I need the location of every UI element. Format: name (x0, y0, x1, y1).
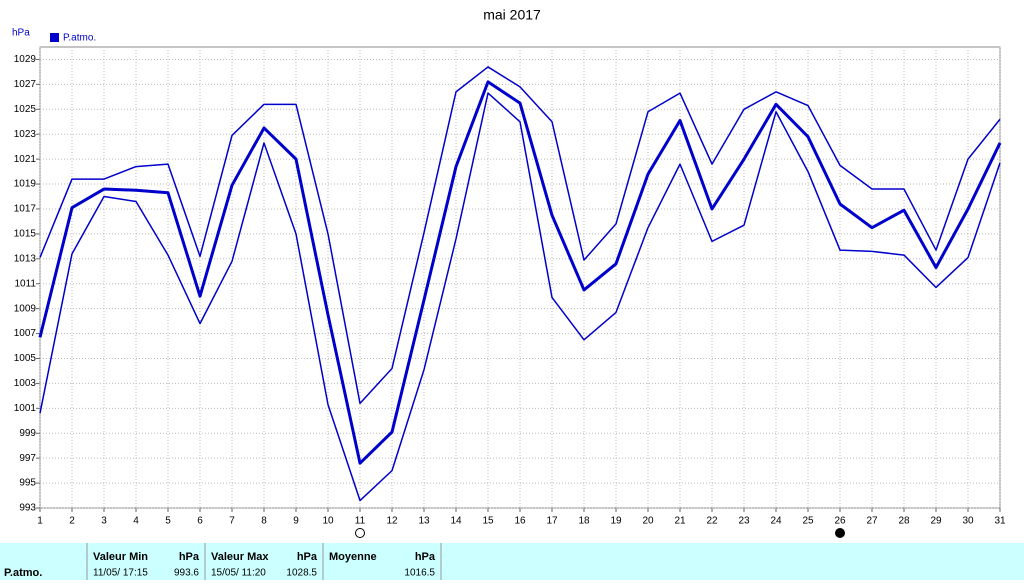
x-tick-label: 26 (834, 516, 846, 527)
y-tick-label: 1023 (14, 129, 37, 140)
footer-date: 11/05/ 17:15 (93, 568, 148, 579)
line-series (39, 92, 1001, 502)
y-tick-label: 1011 (14, 278, 36, 289)
x-tick-label: 6 (197, 516, 203, 527)
x-tick-label: 16 (514, 516, 526, 527)
x-tick-label: 28 (898, 516, 910, 527)
x-tick-label: 24 (770, 516, 782, 527)
x-tick-label: 3 (101, 516, 107, 527)
x-tick-label: 13 (418, 516, 430, 527)
line-series (39, 66, 1001, 405)
x-tick-label: 5 (165, 516, 171, 527)
x-tick-label: 19 (610, 516, 622, 527)
footer-dividers (86, 543, 442, 580)
x-tick-label: 12 (386, 516, 398, 527)
y-tick-label: 1007 (14, 328, 37, 339)
x-tick-label: 2 (69, 516, 75, 527)
footer-unit: hPa (179, 551, 200, 563)
y-axis-label: hPa (12, 28, 30, 39)
y-tick-label: 995 (19, 478, 36, 489)
y-tick-label: 1001 (14, 403, 37, 414)
x-tick-label: 10 (322, 516, 334, 527)
x-tick-label: 9 (293, 516, 299, 527)
x-tick-label: 27 (866, 516, 878, 527)
y-tick-label: 1003 (14, 378, 37, 389)
y-tick-label: 1005 (14, 353, 37, 364)
x-tick-label: 29 (930, 516, 942, 527)
footer-header: Valeur Min (93, 551, 148, 563)
footer-value: 1028.5 (286, 568, 317, 579)
x-tick-label: 30 (962, 516, 974, 527)
x-tick-label: 23 (738, 516, 750, 527)
x-tick-label: 18 (578, 516, 590, 527)
footer-background (0, 543, 1024, 580)
y-tick-label: 1017 (14, 204, 37, 215)
y-tick-label: 993 (19, 503, 36, 514)
x-tick-label: 21 (674, 516, 686, 527)
footer-unit: hPa (297, 551, 318, 563)
x-tick-label: 25 (802, 516, 814, 527)
y-tick-label: 1015 (14, 229, 37, 240)
x-tick-label: 4 (133, 516, 139, 527)
chart-title: mai 2017 (483, 7, 541, 23)
y-tick-label: 1013 (14, 253, 37, 264)
footer-header: Valeur Max (211, 551, 269, 563)
footer-value: 1016.5 (404, 568, 435, 579)
x-tick-label: 17 (546, 516, 558, 527)
x-tick-label: 22 (706, 516, 718, 527)
y-tick-label: 1025 (14, 104, 37, 115)
y-tick-label: 1029 (14, 54, 37, 65)
x-tick-label: 15 (482, 516, 494, 527)
x-tick-label: 31 (994, 516, 1006, 527)
x-tick-label: 1 (37, 516, 43, 527)
y-tick-label: 1027 (14, 79, 37, 90)
footer-row-label: P.atmo. (4, 567, 42, 579)
x-tick-label: 11 (355, 516, 366, 527)
new-moon-icon (355, 528, 365, 538)
x-tick-label: 8 (261, 516, 267, 527)
x-tick-label: 7 (229, 516, 235, 527)
line-series (38, 80, 1002, 465)
y-tick-label: 997 (19, 453, 36, 464)
legend-label: P.atmo. (63, 33, 96, 44)
footer-value: 993.6 (174, 568, 199, 579)
x-tick-label: 20 (642, 516, 654, 527)
legend-swatch (50, 33, 59, 42)
y-tick-label: 999 (19, 428, 36, 439)
y-tick-label: 1021 (14, 154, 37, 165)
y-tick-label: 1009 (14, 303, 37, 314)
y-tick-label: 1019 (14, 179, 37, 190)
footer-header: Moyenne (329, 551, 377, 563)
full-moon-icon (835, 528, 845, 538)
footer-date: 15/05/ 11:20 (211, 568, 266, 579)
footer-unit: hPa (415, 551, 436, 563)
x-tick-label: 14 (450, 516, 462, 527)
